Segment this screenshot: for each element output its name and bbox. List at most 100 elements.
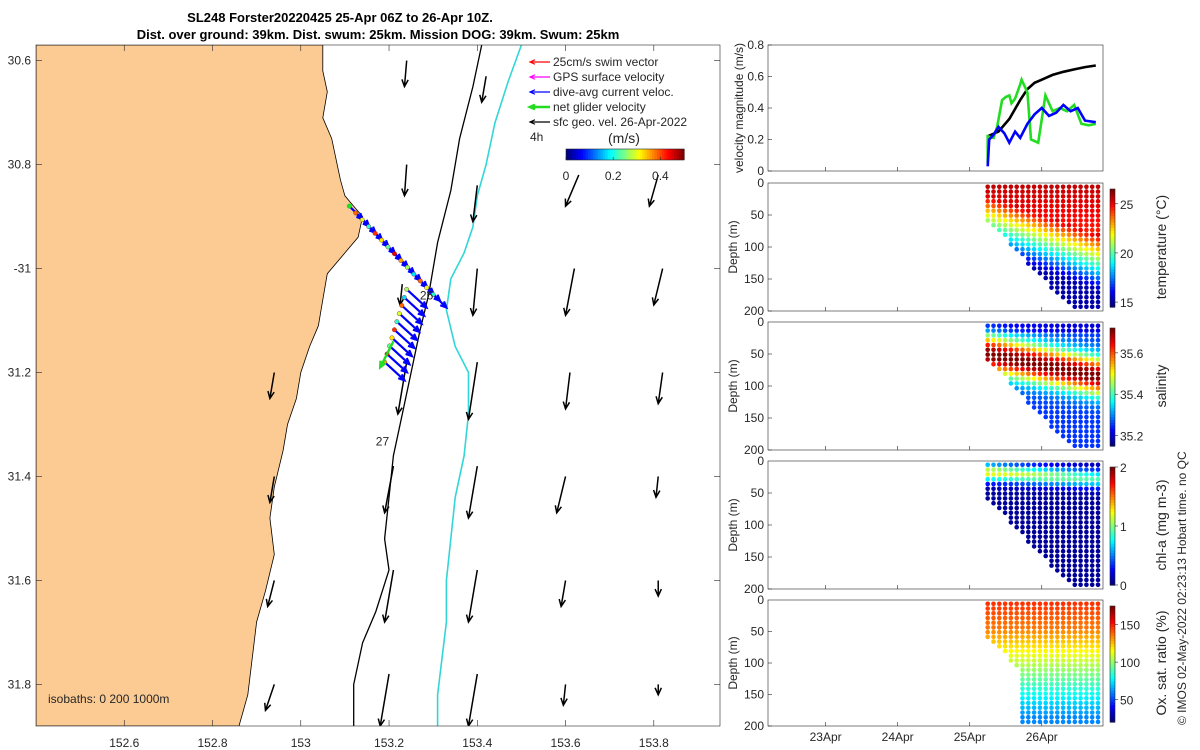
profile-dot: [1072, 275, 1078, 281]
colorbar-segment: [1110, 189, 1115, 193]
profile-dot: [1066, 653, 1072, 659]
profile-dot: [1095, 620, 1101, 625]
profile-dot: [1089, 371, 1095, 377]
profile-dot: [1002, 606, 1008, 611]
profile-dot: [1049, 544, 1054, 549]
profile-dot: [1078, 558, 1083, 564]
map-x-tick-label: 153.2: [374, 736, 404, 750]
colorbar-tick-label: 100: [1120, 656, 1140, 670]
profile-dot: [1089, 405, 1095, 410]
profile-dot: [1043, 381, 1048, 386]
profile-dot: [1078, 719, 1083, 725]
profile-dot: [1084, 208, 1089, 214]
colorbar-segment: [1110, 576, 1115, 580]
profile-dot: [1037, 681, 1043, 687]
profile-dot: [1095, 429, 1101, 434]
profile-dot: [1031, 486, 1037, 492]
profile-dot: [1066, 405, 1072, 410]
profile-dot: [1060, 481, 1066, 487]
profile-dot: [1037, 620, 1043, 625]
profile-dot: [1043, 333, 1048, 338]
profile-dot: [1020, 208, 1025, 214]
profile-dot: [1066, 681, 1072, 687]
profile-dot: [1066, 208, 1072, 214]
profile-dot: [1084, 491, 1089, 496]
legend-arrow: [528, 119, 550, 125]
profile-dot: [1089, 625, 1095, 630]
profile-dot: [1066, 275, 1072, 281]
profile-dot: [1089, 261, 1095, 266]
colorbar-segment: [1110, 277, 1115, 282]
profile-dot: [1084, 429, 1089, 434]
profile-dot: [1089, 582, 1095, 588]
profile-dot: [1089, 251, 1095, 257]
profile-dot: [1020, 505, 1025, 511]
profile-dot: [997, 218, 1002, 223]
profile-dot: [1014, 337, 1019, 343]
profile-dot: [1072, 486, 1078, 492]
profile-dot: [1072, 610, 1078, 616]
profile-dot: [1043, 227, 1048, 233]
colorbar-segment: [1110, 200, 1115, 205]
colorbar-segment: [1110, 552, 1115, 557]
profile-dot: [1043, 524, 1048, 530]
profile-dot: [991, 328, 996, 333]
profile-dot: [1020, 710, 1025, 715]
profile-dots: [985, 323, 1101, 449]
profile-dot: [1072, 419, 1078, 425]
colorbar-segment: [1110, 579, 1115, 583]
profile-dot: [1078, 424, 1083, 429]
profile-dot: [991, 629, 996, 635]
profile-dot: [997, 476, 1002, 482]
profile-dot: [1043, 667, 1048, 673]
colorbar-segment: [1110, 655, 1115, 659]
colorbar-segment: [1110, 570, 1115, 574]
profile-dot: [1031, 242, 1037, 247]
gps-position-dot: [398, 258, 404, 263]
colorbar-segment: [1110, 608, 1115, 613]
profile-dot: [1020, 323, 1025, 329]
profile-dot: [1060, 213, 1066, 218]
profile-dot: [1072, 634, 1078, 640]
profile-dot: [1020, 385, 1025, 391]
panel-y-tick-label: 150: [744, 688, 764, 702]
profile-dot: [1014, 242, 1019, 247]
profile-dot: [1095, 280, 1101, 286]
profile-dot: [1095, 333, 1101, 338]
profile-dot: [1060, 534, 1066, 540]
profile-dot: [1037, 667, 1043, 673]
profile-dot: [1037, 662, 1043, 668]
profile-dot: [1089, 232, 1095, 238]
colorbar-segment: [1110, 351, 1115, 356]
colorbar-segment: [1110, 268, 1115, 273]
legend-colorbar-segment: [669, 149, 673, 160]
profile-dot: [1055, 648, 1060, 654]
profile-dot: [991, 342, 996, 348]
profile-dot: [1049, 539, 1054, 544]
profile-dot: [1089, 304, 1095, 310]
profile-dot: [1049, 337, 1054, 343]
profile-dot: [1078, 275, 1083, 281]
profile-dot: [1026, 232, 1031, 238]
profile-dot: [1026, 505, 1031, 511]
profile-dot: [1043, 653, 1048, 659]
map-y-tick-label: 30.6: [8, 54, 32, 68]
colorbar-segment: [1110, 280, 1115, 284]
colorbar-segment: [1110, 704, 1115, 709]
profile-dot: [1060, 714, 1066, 720]
colorbar-segment: [1110, 221, 1115, 225]
profile-dot: [1066, 472, 1072, 477]
legend-colorbar-segment: [620, 149, 624, 160]
profile-dot: [1066, 686, 1072, 692]
profile-dot: [1095, 381, 1101, 386]
profile-dot: [1078, 610, 1083, 616]
profile-dot: [1089, 486, 1095, 492]
profile-dot: [997, 620, 1002, 625]
colorbar-segment: [1110, 292, 1115, 296]
profile-dot: [1026, 520, 1031, 525]
profile-dot: [1095, 639, 1101, 644]
profile-dot: [1020, 218, 1025, 223]
profile-dot: [1020, 620, 1025, 625]
profile-dot: [1078, 534, 1083, 540]
profile-dot: [1072, 496, 1078, 501]
